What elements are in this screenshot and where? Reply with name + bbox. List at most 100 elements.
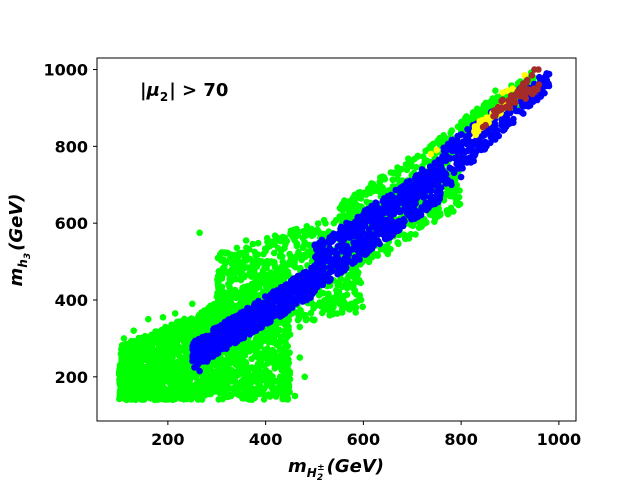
data-point bbox=[327, 234, 335, 241]
data-point bbox=[244, 304, 251, 312]
data-point bbox=[252, 258, 260, 265]
data-point bbox=[312, 279, 320, 287]
data-point bbox=[349, 284, 357, 292]
data-point bbox=[459, 118, 467, 125]
data-point bbox=[169, 354, 176, 361]
series-1 bbox=[189, 70, 553, 375]
data-point bbox=[279, 295, 287, 303]
data-point bbox=[256, 371, 264, 378]
data-point bbox=[428, 187, 435, 194]
data-point bbox=[254, 239, 262, 247]
data-point bbox=[224, 383, 231, 390]
data-point bbox=[276, 383, 284, 391]
data-point bbox=[240, 290, 247, 298]
data-point bbox=[121, 387, 128, 395]
data-point bbox=[225, 270, 233, 278]
data-point bbox=[311, 287, 319, 295]
data-point bbox=[258, 258, 266, 265]
data-point bbox=[315, 291, 323, 299]
data-point bbox=[248, 396, 256, 404]
data-point bbox=[367, 240, 375, 248]
data-point bbox=[271, 261, 278, 268]
data-point bbox=[226, 340, 233, 348]
data-point bbox=[333, 287, 340, 294]
data-point bbox=[261, 346, 269, 354]
data-point bbox=[237, 276, 245, 284]
data-point bbox=[407, 221, 415, 229]
data-point bbox=[429, 198, 437, 206]
data-point bbox=[277, 311, 285, 318]
data-point bbox=[344, 258, 352, 265]
data-point bbox=[242, 284, 250, 292]
data-point bbox=[286, 369, 293, 376]
data-point bbox=[151, 387, 158, 395]
data-point bbox=[247, 388, 254, 396]
data-point bbox=[143, 371, 151, 379]
data-point bbox=[221, 266, 228, 274]
data-point bbox=[199, 376, 206, 383]
data-point bbox=[277, 304, 284, 311]
data-point bbox=[336, 213, 344, 220]
data-point bbox=[258, 333, 266, 341]
data-point bbox=[499, 127, 507, 134]
data-point bbox=[154, 372, 162, 380]
data-point bbox=[235, 327, 242, 335]
data-point bbox=[300, 242, 307, 250]
data-point bbox=[339, 283, 346, 291]
data-point bbox=[303, 232, 310, 239]
data-point bbox=[326, 312, 333, 319]
data-point bbox=[257, 360, 265, 367]
data-point bbox=[279, 258, 287, 266]
data-point bbox=[209, 319, 216, 327]
data-point bbox=[191, 345, 199, 352]
data-point bbox=[352, 266, 360, 273]
data-point bbox=[383, 220, 391, 228]
data-point bbox=[219, 389, 227, 397]
data-point bbox=[394, 201, 401, 209]
data-point bbox=[226, 287, 234, 295]
data-point bbox=[271, 338, 278, 346]
data-point bbox=[267, 307, 275, 314]
data-point bbox=[337, 229, 345, 236]
data-point bbox=[278, 366, 286, 374]
data-point bbox=[492, 87, 499, 94]
data-point bbox=[210, 327, 218, 335]
data-point bbox=[427, 165, 435, 173]
data-point bbox=[280, 388, 287, 396]
data-point bbox=[170, 380, 177, 388]
data-point bbox=[344, 222, 352, 229]
data-point bbox=[287, 230, 294, 238]
data-point bbox=[260, 396, 268, 403]
data-point bbox=[228, 304, 235, 312]
data-point bbox=[237, 299, 245, 307]
data-point bbox=[191, 393, 199, 400]
data-point bbox=[231, 270, 238, 278]
data-point bbox=[281, 346, 289, 354]
data-point bbox=[264, 260, 272, 268]
data-point bbox=[175, 344, 183, 352]
data-point bbox=[325, 275, 333, 282]
data-point bbox=[413, 188, 421, 195]
data-point bbox=[259, 271, 266, 278]
data-point bbox=[325, 290, 332, 298]
data-point bbox=[336, 259, 343, 267]
data-point bbox=[235, 312, 242, 319]
data-point bbox=[120, 335, 128, 342]
data-point bbox=[384, 250, 392, 258]
data-point bbox=[273, 356, 281, 363]
data-point bbox=[283, 305, 291, 312]
data-point bbox=[161, 395, 168, 402]
data-point bbox=[310, 316, 318, 324]
data-point bbox=[189, 322, 197, 329]
data-point bbox=[240, 249, 248, 257]
data-point bbox=[256, 343, 264, 350]
series-0 bbox=[115, 69, 537, 404]
data-point bbox=[354, 202, 362, 210]
data-point bbox=[307, 309, 315, 317]
data-point bbox=[405, 235, 413, 242]
data-point bbox=[456, 187, 463, 194]
data-point bbox=[231, 251, 238, 259]
data-point bbox=[314, 242, 321, 250]
data-point bbox=[303, 223, 311, 230]
data-point bbox=[151, 335, 159, 343]
